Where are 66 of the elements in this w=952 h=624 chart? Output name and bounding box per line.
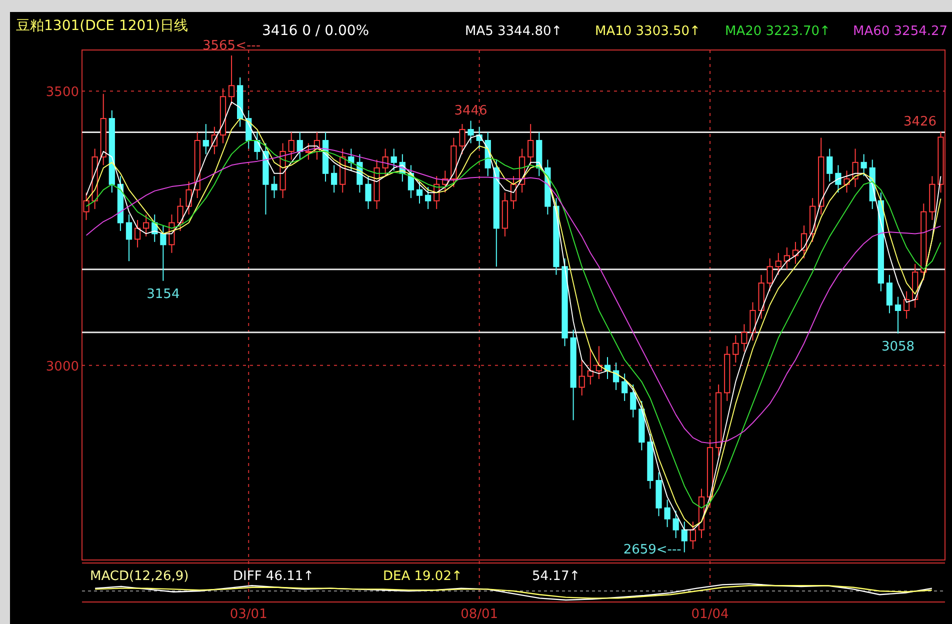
candlestick [630, 384, 636, 418]
y-tick-label: 3500 [46, 85, 79, 100]
candlestick [578, 359, 585, 396]
candlestick [681, 521, 688, 553]
annotation: 2659<--- [623, 542, 682, 558]
candlestick [612, 362, 620, 390]
candlestick [852, 148, 858, 188]
candlestick [826, 148, 833, 182]
candlestick [134, 220, 141, 248]
candlestick [365, 176, 372, 210]
chart-subtitle: 3416 0 / 0.00% [262, 23, 370, 39]
candlestick [903, 290, 910, 320]
candlestick [672, 510, 679, 539]
x-tick-label: 08/01 [460, 607, 498, 622]
candlestick [459, 124, 466, 155]
candlestick [894, 296, 902, 334]
candlestick [741, 324, 748, 352]
candlestick [228, 54, 235, 106]
candlestick [886, 274, 893, 314]
candlestick [664, 499, 670, 528]
candlestick [528, 124, 534, 166]
candlestick [390, 148, 397, 172]
candlestick [288, 132, 294, 160]
candlestick [622, 373, 628, 402]
series-label: DEA 19.02↑ [383, 569, 462, 584]
candlestick [331, 164, 338, 194]
candlestick [835, 164, 842, 194]
candlestick [424, 186, 432, 210]
candlestick [143, 214, 150, 237]
text: MA60 3254.27 [853, 24, 948, 39]
candlestick [202, 124, 209, 155]
x-tick-label: 01/04 [691, 607, 729, 622]
annotation: 3446 [454, 104, 488, 119]
candlestick [587, 348, 594, 386]
annotation: 3426 [903, 114, 937, 130]
candlestick [160, 224, 166, 282]
candlestick [766, 258, 773, 292]
annotation: 3154 [146, 286, 180, 302]
candlestick [83, 192, 90, 220]
y-tick-label: 3000 [46, 359, 79, 374]
annotation: 3058 [881, 340, 915, 355]
candlestick [416, 181, 423, 204]
text: MA10 3303.50↑ [595, 24, 700, 39]
candlestick [382, 148, 388, 177]
candlestick [784, 246, 790, 270]
candlestick [732, 334, 739, 364]
text: MA5 3344.80↑ [465, 24, 562, 39]
candlestick [750, 302, 756, 342]
chart-title: 豆粕1301(DCE 1201)日线 [16, 18, 188, 34]
annotation: 54.17↑ [532, 569, 580, 584]
annotation: 3565<--- [202, 38, 261, 54]
candlestick [305, 142, 312, 160]
candlestick [690, 521, 696, 550]
series-label: DIFF 46.11↑ [233, 569, 314, 584]
text: MA20 3223.70↑ [725, 24, 830, 39]
candlestick [860, 154, 867, 177]
candlestick [126, 214, 132, 262]
candlestick [775, 252, 782, 276]
candlestick [271, 176, 278, 199]
x-tick-label: 03/01 [230, 607, 268, 622]
candlestick [468, 120, 474, 144]
candlestick [596, 346, 602, 380]
annotation: MACD(12,26,9) [90, 569, 189, 584]
candlestick [186, 181, 192, 216]
candlestick [177, 198, 184, 232]
candlestick [844, 170, 850, 194]
